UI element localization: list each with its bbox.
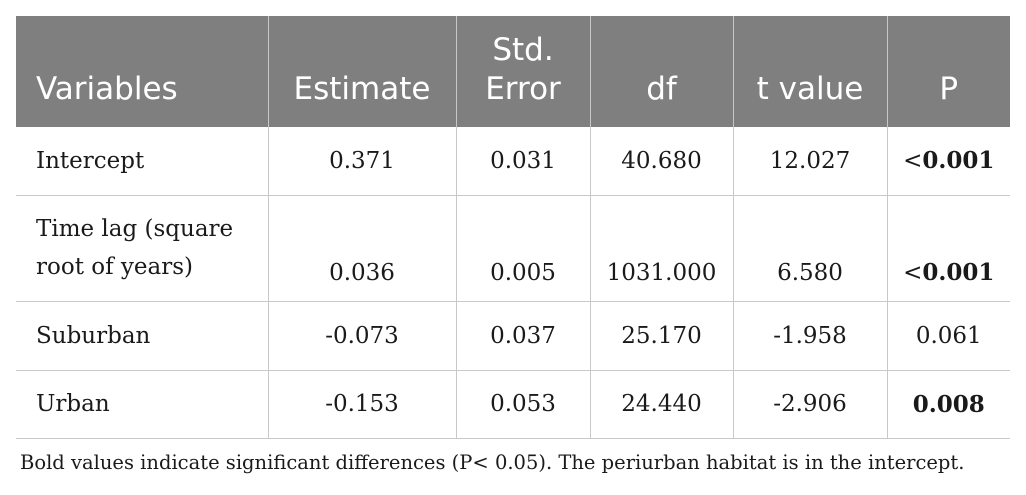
results-table: Variables Estimate Std. Error df t value…: [16, 16, 1010, 439]
cell-t-value: -1.958: [733, 301, 888, 371]
cell-p: 0.008: [887, 370, 1010, 439]
cell-variable: Time lag (square root of years): [16, 195, 269, 302]
table-row: Time lag (square root of years) 0.036 0.0…: [16, 195, 1010, 302]
cell-p: <0.001: [887, 195, 1010, 302]
header-t-value: t value: [733, 16, 888, 127]
cell-variable: Intercept: [16, 127, 269, 196]
cell-t-value: -2.906: [733, 370, 888, 439]
cell-estimate: 0.036: [268, 195, 457, 302]
results-table-container: Variables Estimate Std. Error df t value…: [16, 16, 1010, 439]
table-row: Intercept 0.371 0.031 40.680 12.027 <0.0…: [16, 127, 1010, 196]
table-row: Suburban -0.073 0.037 25.170 -1.958 0.06…: [16, 301, 1010, 371]
cell-variable: Urban: [16, 370, 269, 439]
cell-estimate: -0.153: [268, 370, 457, 439]
header-df: df: [590, 16, 734, 127]
p-prefix: <: [903, 259, 923, 286]
p-value: 0.008: [912, 390, 985, 418]
cell-t-value: 12.027: [733, 127, 888, 196]
cell-t-value: 6.580: [733, 195, 888, 302]
cell-std-error: 0.005: [456, 195, 591, 302]
header-row: Variables Estimate Std. Error df t value…: [16, 16, 1010, 127]
cell-p: 0.061: [887, 301, 1010, 371]
table-footnote: Bold values indicate significant differe…: [20, 451, 965, 474]
header-std-error: Std. Error: [456, 16, 591, 127]
p-value: 0.001: [922, 258, 995, 286]
header-variables: Variables: [16, 16, 269, 127]
cell-std-error: 0.053: [456, 370, 591, 439]
cell-variable: Suburban: [16, 301, 269, 371]
header-estimate: Estimate: [268, 16, 457, 127]
cell-estimate: -0.073: [268, 301, 457, 371]
cell-df: 25.170: [590, 301, 734, 371]
cell-std-error: 0.031: [456, 127, 591, 196]
table-row: Urban -0.153 0.053 24.440 -2.906 0.008: [16, 370, 1010, 439]
cell-df: 24.440: [590, 370, 734, 439]
cell-df: 1031.000: [590, 195, 734, 302]
p-value: 0.061: [915, 322, 982, 349]
p-prefix: <: [903, 148, 923, 175]
header-p: P: [887, 16, 1010, 127]
p-value: 0.001: [922, 147, 995, 175]
cell-p: <0.001: [887, 127, 1010, 196]
cell-df: 40.680: [590, 127, 734, 196]
cell-std-error: 0.037: [456, 301, 591, 371]
cell-estimate: 0.371: [268, 127, 457, 196]
